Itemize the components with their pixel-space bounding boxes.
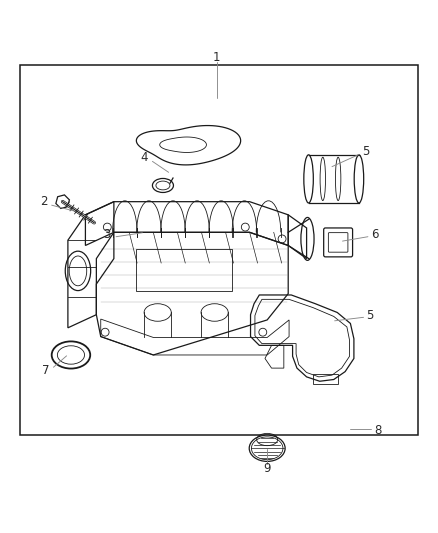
Ellipse shape <box>304 155 313 203</box>
Text: 9: 9 <box>263 462 271 475</box>
Text: 5: 5 <box>367 309 374 322</box>
Text: 3: 3 <box>104 229 111 241</box>
FancyBboxPatch shape <box>328 232 348 252</box>
Text: 1: 1 <box>213 51 221 63</box>
Text: 5: 5 <box>362 146 369 158</box>
Ellipse shape <box>354 155 364 203</box>
Text: 2: 2 <box>40 195 48 208</box>
Text: 4: 4 <box>141 151 148 164</box>
Bar <box>136 249 232 290</box>
Polygon shape <box>56 195 69 208</box>
Text: 8: 8 <box>374 424 381 437</box>
Ellipse shape <box>52 342 90 368</box>
Text: 6: 6 <box>371 229 378 241</box>
Ellipse shape <box>249 435 285 462</box>
Text: 7: 7 <box>42 364 50 377</box>
FancyBboxPatch shape <box>324 228 353 257</box>
Bar <box>20 65 418 435</box>
